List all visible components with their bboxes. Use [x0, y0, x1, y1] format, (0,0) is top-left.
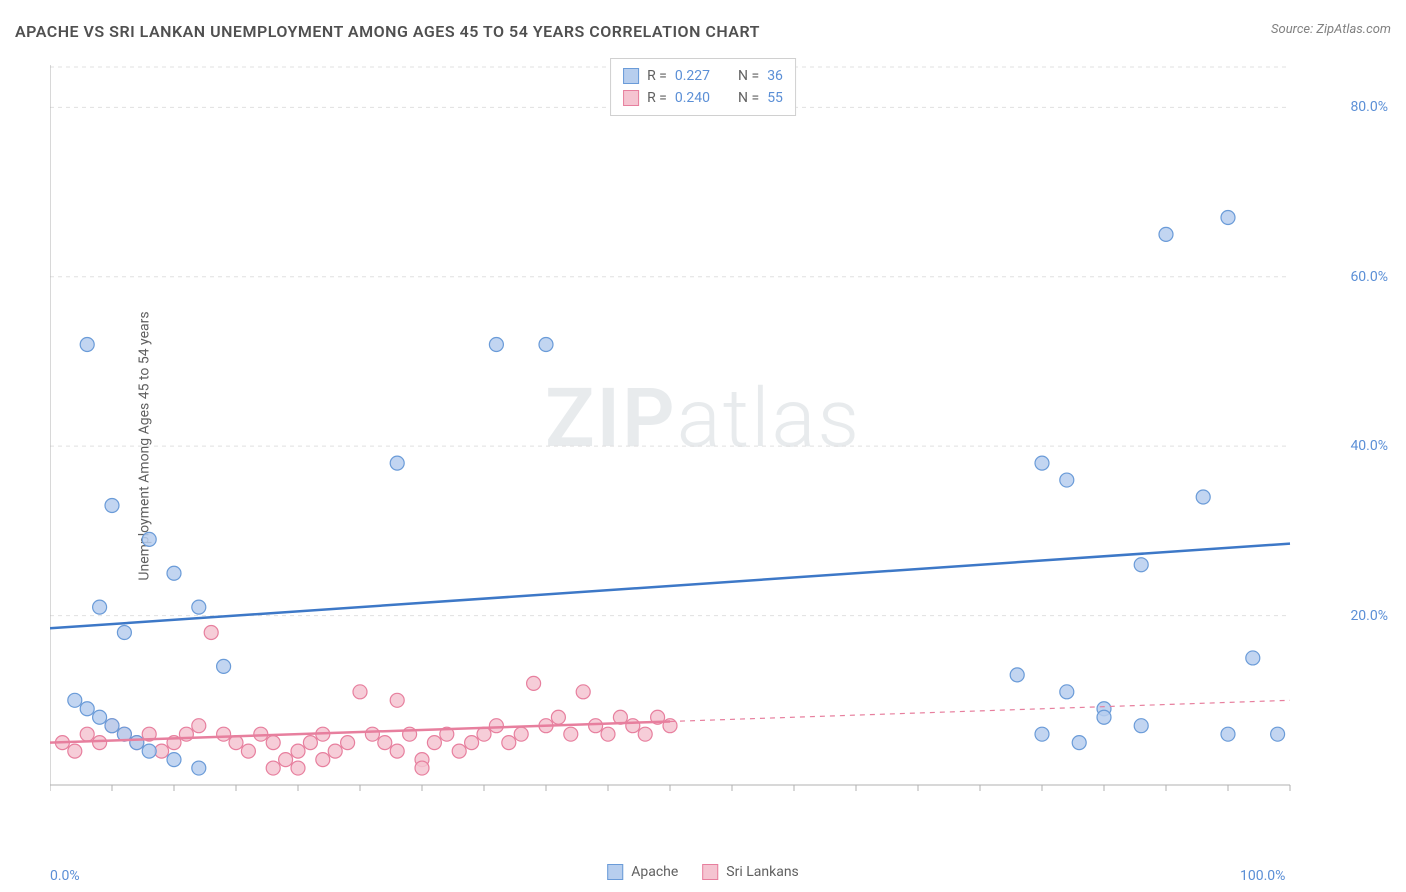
chart-title: APACHE VS SRI LANKAN UNEMPLOYMENT AMONG …: [15, 22, 760, 41]
legend-n-label: N =: [738, 65, 759, 87]
series-legend-label: Sri Lankans: [726, 864, 799, 880]
scatter-svg: [50, 55, 1330, 815]
legend-swatch: [623, 90, 639, 106]
chart-container: APACHE VS SRI LANKAN UNEMPLOYMENT AMONG …: [0, 0, 1406, 892]
y-tick-label: 60.0%: [1350, 269, 1388, 285]
legend-n-value: 36: [767, 65, 783, 87]
y-tick-label: 20.0%: [1350, 608, 1388, 624]
legend-r-value: 0.240: [675, 87, 710, 109]
series-legend-item: Apache: [607, 864, 678, 880]
legend-n-label: N =: [738, 87, 759, 109]
x-tick-label: 0.0%: [50, 868, 80, 884]
legend-n-value: 55: [767, 87, 783, 109]
legend-r-value: 0.227: [675, 65, 710, 87]
correlation-legend: R = 0.227 N = 36 R = 0.240 N = 55: [610, 58, 796, 116]
source-attribution: Source: ZipAtlas.com: [1271, 22, 1391, 37]
legend-r-label: R =: [647, 87, 667, 109]
legend-swatch: [623, 68, 639, 84]
plot-area: [50, 55, 1330, 815]
legend-swatch: [702, 864, 718, 880]
legend-row: R = 0.240 N = 55: [623, 87, 783, 109]
series-legend-item: Sri Lankans: [702, 864, 799, 880]
series-legend-label: Apache: [631, 864, 678, 880]
y-tick-label: 40.0%: [1350, 438, 1388, 454]
legend-r-label: R =: [647, 65, 667, 87]
legend-row: R = 0.227 N = 36: [623, 65, 783, 87]
legend-swatch: [607, 864, 623, 880]
y-tick-label: 80.0%: [1350, 99, 1388, 115]
x-tick-label: 100.0%: [1240, 868, 1285, 884]
series-legend: Apache Sri Lankans: [607, 864, 799, 880]
